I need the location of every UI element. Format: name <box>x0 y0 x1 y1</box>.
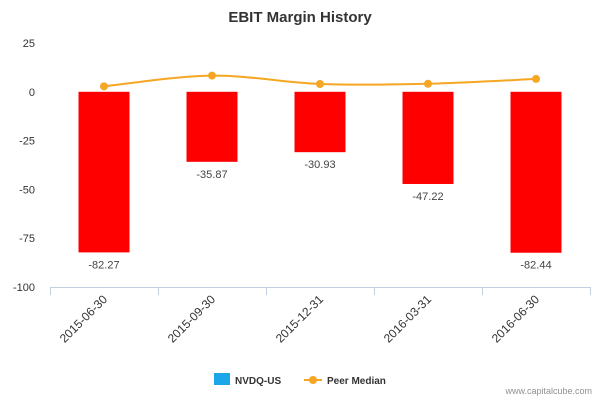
legend-marker-peer-median <box>309 376 317 384</box>
bar-data-label: -82.27 <box>88 259 119 271</box>
peer-median-point <box>100 82 108 91</box>
y-tick-label: 0 <box>29 87 35 99</box>
bar-data-label: -35.87 <box>196 169 227 181</box>
bar-data-label: -82.44 <box>520 260 551 272</box>
y-tick-label: -50 <box>19 184 35 196</box>
legend: NVDQ-US Peer Median <box>214 373 386 387</box>
y-tick-label: -100 <box>13 282 35 294</box>
bar <box>294 91 346 153</box>
peer-median-point <box>532 74 540 83</box>
bar-data-label: -30.93 <box>304 159 335 171</box>
legend-swatch-nvdq <box>214 373 230 385</box>
legend-label-peer-median: Peer Median <box>327 376 386 387</box>
bar <box>402 91 454 184</box>
peer-median-point <box>424 79 432 88</box>
peer-median-series <box>100 71 540 91</box>
peer-median-point <box>208 71 216 80</box>
bar <box>78 91 130 253</box>
bar-series <box>78 91 562 253</box>
chart-title: EBIT Margin History <box>228 9 372 26</box>
bar-data-labels: -82.27 -35.87 -30.93 -47.22 -82.44 <box>88 159 551 272</box>
y-tick-label: -75 <box>19 233 35 245</box>
bar-data-label: -47.22 <box>412 191 443 203</box>
bar <box>186 91 238 162</box>
y-tick-label: 25 <box>23 38 35 50</box>
peer-median-point <box>316 79 324 88</box>
y-axis: 25 0 -25 -50 -75 -100 <box>13 38 35 294</box>
y-tick-label: -25 <box>19 136 35 148</box>
legend-label-nvdq: NVDQ-US <box>235 376 281 387</box>
bar <box>510 91 562 253</box>
credit-text: www.capitalcube.com <box>504 386 592 396</box>
